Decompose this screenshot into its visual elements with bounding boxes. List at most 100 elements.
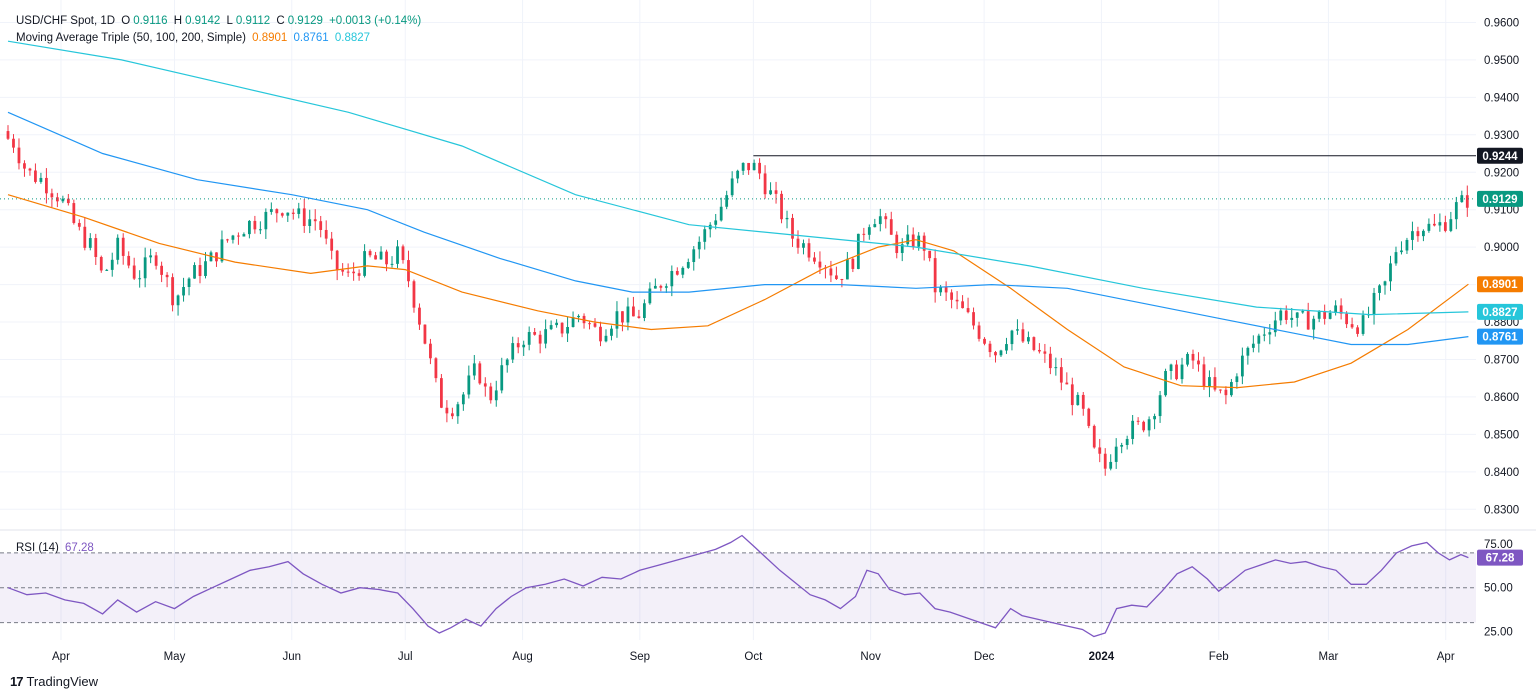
candle-body xyxy=(1213,377,1217,390)
candle-body xyxy=(1098,447,1102,454)
ma-200-label: 0.8827 xyxy=(1482,307,1517,319)
candle-body xyxy=(769,190,772,195)
symbol-name: USD/CHF Spot, 1D xyxy=(16,15,116,27)
symbol-legend[interactable]: USD/CHF Spot, 1D O 0.9116 H 0.9142 L 0.9112… xyxy=(16,15,424,27)
candle-body xyxy=(703,229,707,242)
candle-body xyxy=(615,311,619,329)
candle-body xyxy=(269,209,273,212)
price-axis[interactable]: 0.8300 0.8400 0.8500 0.8600 0.8700 0.8800 0.89… xyxy=(1484,17,1519,638)
candle-body xyxy=(346,271,350,273)
candle-body xyxy=(363,251,366,276)
candle-body xyxy=(977,325,981,339)
candle-body xyxy=(418,307,421,325)
candle-body xyxy=(752,162,756,171)
candle-body xyxy=(1021,329,1025,342)
candle-body xyxy=(34,170,37,182)
candle-body xyxy=(593,323,597,327)
candle-body xyxy=(1224,389,1228,396)
candle-body xyxy=(110,259,114,270)
candle-body xyxy=(220,239,224,262)
candle-body xyxy=(774,190,778,194)
candle-body xyxy=(730,178,734,196)
candlestick-plot[interactable] xyxy=(0,125,1476,476)
candle-body xyxy=(1048,353,1052,369)
candle-body xyxy=(165,274,169,278)
low-value: 0.9112 xyxy=(235,15,271,27)
candle-body xyxy=(933,258,937,293)
candle-body xyxy=(604,335,608,342)
rsi-legend[interactable]: RSI (14) 67.28 xyxy=(16,542,97,554)
ma-200-line xyxy=(7,40,1469,316)
candle-body xyxy=(1312,318,1316,330)
ma-50-label-box xyxy=(1477,276,1523,293)
candle-body xyxy=(440,378,443,408)
candle-body xyxy=(308,219,312,226)
candle-body xyxy=(867,227,871,235)
candle-body xyxy=(99,257,103,271)
candle-body xyxy=(1356,327,1359,334)
candle-body xyxy=(1361,315,1365,334)
candle-body xyxy=(160,265,164,275)
candle-body xyxy=(1016,329,1019,331)
candle-body xyxy=(1240,355,1244,377)
candle-body xyxy=(966,308,970,313)
candle-body xyxy=(132,265,136,279)
candle-body xyxy=(17,147,21,164)
x-tick-label: Dec xyxy=(974,651,995,663)
rsi-plot[interactable] xyxy=(0,534,1476,638)
candle-body xyxy=(637,316,641,319)
candle-body xyxy=(1383,281,1387,286)
ma-50-label: 0.8901 xyxy=(1482,279,1518,291)
x-tick-label: Oct xyxy=(744,651,763,663)
y-tick-label: 0.9100 xyxy=(1484,205,1519,217)
candle-body xyxy=(12,138,15,148)
candle-body xyxy=(835,275,838,280)
candle-body xyxy=(1427,223,1431,231)
ma100-value: 0.8761 xyxy=(293,32,329,44)
x-tick-label: Aug xyxy=(512,651,532,663)
tradingview-footer[interactable]: 17 TradingView xyxy=(10,674,98,689)
candle-body xyxy=(489,386,493,401)
candle-body xyxy=(884,216,888,220)
x-tick-label: Jul xyxy=(398,651,413,663)
candle-body xyxy=(692,249,696,263)
candle-body xyxy=(116,237,120,260)
candle-body xyxy=(1158,395,1162,417)
y-tick-label: 0.9200 xyxy=(1484,167,1519,179)
candle-body xyxy=(55,197,59,202)
high-marker-label: 0.9244 xyxy=(1482,151,1518,163)
candle-body xyxy=(1443,222,1447,231)
candle-body xyxy=(28,168,32,171)
rsi-title: RSI (14) xyxy=(16,542,59,554)
candle-body xyxy=(193,265,196,279)
time-axis[interactable]: Apr May Jun Jul Aug Sep Oct Nov Dec 2024 Feb Mar Apr xyxy=(52,651,1455,663)
candle-body xyxy=(66,198,70,204)
candle-body xyxy=(659,285,663,288)
y-tick-label: 0.8700 xyxy=(1484,354,1519,366)
candle-body xyxy=(401,246,405,261)
candle-body xyxy=(922,235,926,251)
moving-average-legend[interactable]: Moving Average Triple (50, 100, 200, Sim… xyxy=(16,32,373,44)
candle-body xyxy=(1197,360,1200,365)
candle-body xyxy=(566,326,569,334)
candle-body xyxy=(1317,311,1321,319)
candle-body xyxy=(319,221,323,230)
candle-body xyxy=(851,258,855,269)
candle-body xyxy=(330,238,334,251)
candle-body xyxy=(94,238,98,258)
candle-body xyxy=(445,407,449,414)
candle-body xyxy=(1273,320,1277,333)
candle-body xyxy=(1454,202,1458,220)
candle-body xyxy=(917,235,921,247)
x-tick-label: Sep xyxy=(630,651,650,663)
candle-body xyxy=(939,287,943,293)
candle-body xyxy=(840,279,844,281)
ma-100-line xyxy=(7,111,1469,346)
candle-body xyxy=(549,325,553,330)
candle-body xyxy=(83,226,87,248)
candle-body xyxy=(1037,349,1041,352)
candle-body xyxy=(154,255,158,266)
rsi-tick-label: 75.00 xyxy=(1484,539,1513,551)
y-tick-label: 0.9600 xyxy=(1484,17,1519,29)
